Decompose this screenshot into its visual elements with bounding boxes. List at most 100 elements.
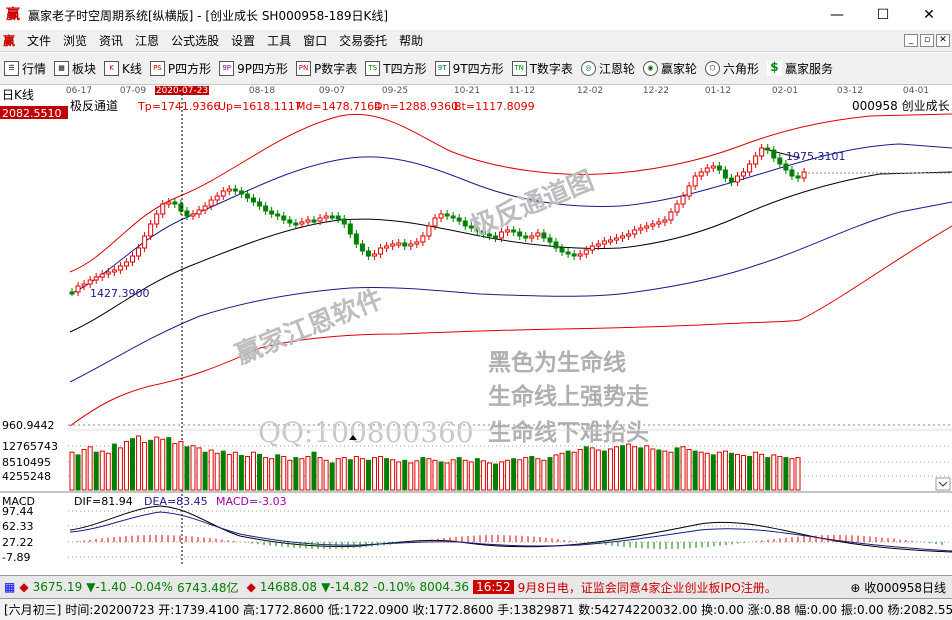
volume-bar — [698, 451, 704, 491]
9t-icon: 9T — [434, 61, 450, 76]
candle-body — [753, 155, 759, 165]
candle-body — [341, 218, 347, 225]
candle-body — [674, 203, 680, 213]
toolbar-9p-square-button[interactable]: 9P 9P四方形 — [215, 57, 292, 81]
news-ticker[interactable]: 9月8日电，证监会同意4家企业创业板IPO注册。 — [517, 580, 777, 595]
indicator-name: 极反通道 — [70, 99, 118, 113]
volume-bar — [275, 454, 281, 491]
volume-bar — [238, 454, 244, 491]
date-tick: 06-17 — [66, 86, 92, 96]
candlesticks — [69, 144, 807, 296]
close-button[interactable]: ✕ — [923, 7, 935, 23]
candle-body — [226, 188, 232, 192]
toolbar-blocks-button[interactable]: ▦ 板块 — [50, 57, 100, 81]
kline-chart-pane[interactable]: 06-17 07-09 2020-07-23 08-18 09-07 09-25 10-21… — [0, 86, 952, 574]
menu-help[interactable]: 帮助 — [399, 34, 424, 48]
menu-browse[interactable]: 浏览 — [63, 34, 88, 48]
candle-body — [462, 220, 468, 227]
volume-bar — [384, 458, 390, 491]
menu-formula[interactable]: 公式选股 — [171, 34, 220, 48]
candle-body — [795, 175, 801, 179]
toolbar-t-table-button[interactable]: TN T数字表 — [508, 57, 577, 81]
volume-bar — [686, 449, 692, 491]
volume-bar — [462, 459, 468, 491]
toolbar-kline-button[interactable]: K K线 — [100, 57, 146, 81]
candle-body — [281, 215, 287, 221]
9p-icon: 9P — [219, 61, 235, 76]
period-label: 日K线 — [2, 88, 34, 102]
mdi-close-button[interactable]: ✕ — [936, 34, 950, 47]
toolbar-service-button[interactable]: $ 赢家服务 — [763, 57, 837, 81]
volume-bar — [753, 451, 759, 491]
candle-body — [686, 185, 692, 197]
volume-bar — [626, 443, 632, 491]
menu-gann[interactable]: 江恩 — [135, 34, 160, 48]
indicator-up: Up=1618.1117 — [218, 100, 302, 113]
candle-body — [747, 163, 753, 173]
candle-body — [668, 211, 674, 221]
candle-body — [172, 201, 178, 205]
candle-body — [81, 283, 87, 287]
toolbar-p-table-button[interactable]: PN P数字表 — [292, 57, 361, 81]
date-tick: 07-09 — [120, 86, 146, 96]
mdi-restore-button[interactable]: ▫ — [920, 34, 934, 47]
candle-body — [614, 237, 619, 241]
candle-body — [601, 240, 607, 245]
menu-tools[interactable]: 工具 — [267, 34, 292, 48]
date-tick: 03-12 — [837, 86, 863, 96]
volume-bar — [589, 447, 595, 491]
volume-bar — [390, 459, 396, 491]
menu-trade[interactable]: 交易委托 — [339, 34, 388, 48]
toolbar-hexagon-button[interactable]: ⬡ 六角形 — [701, 57, 763, 81]
candle-body — [123, 261, 129, 267]
minimize-button[interactable]: — — [830, 7, 844, 23]
volume-bar — [607, 448, 613, 491]
candle-body — [571, 253, 577, 257]
bar-info-status: [六月初三] 时间:20200723 开:1739.4100 高:1772.86… — [0, 598, 952, 620]
toolbar-winner-wheel-button[interactable]: ◉ 赢家轮 — [639, 57, 701, 81]
mdi-minimize-button[interactable]: _ — [904, 34, 918, 47]
volume-bar — [789, 458, 795, 491]
list-icon: ☰ — [4, 61, 19, 76]
menu-file[interactable]: 文件 — [27, 34, 52, 48]
toolbar-t-square-button[interactable]: TS T四方形 — [361, 57, 430, 81]
candle-body — [335, 215, 341, 220]
scroll-down-button[interactable] — [935, 477, 951, 491]
volume-bar — [722, 450, 728, 491]
dn-channel-line — [69, 201, 952, 383]
candle-body — [716, 165, 722, 171]
toolbar-p-square-button[interactable]: PS P四方形 — [146, 57, 215, 81]
toolbar-quotes-button[interactable]: ☰ 行情 — [0, 57, 50, 81]
candle-body — [251, 197, 256, 203]
volume-bar — [408, 462, 414, 491]
menu-window[interactable]: 窗口 — [303, 34, 328, 48]
toolbar-label: 江恩轮 — [598, 62, 635, 76]
volume-bar — [638, 447, 644, 491]
toolbar-gann-wheel-button[interactable]: ◎ 江恩轮 — [577, 57, 639, 81]
candle-body — [505, 229, 511, 233]
volume-bar — [257, 453, 263, 491]
title-bar: 赢 赢家老子时空周期系统[纵横版] - [创业成长 SH000958-189日K… — [0, 0, 952, 30]
sh-index-icon[interactable]: ▦ — [4, 580, 16, 594]
kline-chart-svg[interactable]: 06-17 07-09 2020-07-23 08-18 09-07 09-25 10-21… — [0, 86, 952, 574]
maximize-button[interactable]: ☐ — [876, 7, 890, 23]
toolbar-label: T数字表 — [529, 62, 573, 76]
menu-settings[interactable]: 设置 — [231, 34, 256, 48]
volume-bar — [305, 456, 311, 491]
candle-body — [493, 235, 498, 239]
macd-plot — [69, 505, 952, 553]
volume-bar — [160, 438, 166, 491]
volume-bar — [251, 451, 256, 491]
up-arrow-icon[interactable] — [349, 435, 357, 440]
volume-bar — [444, 462, 450, 491]
candle-body — [486, 233, 492, 237]
dea-line — [69, 511, 952, 552]
candle-body — [202, 205, 208, 211]
candle-body — [305, 219, 311, 223]
toolbar-9t-square-button[interactable]: 9T 9T四方形 — [431, 57, 508, 81]
macd-tick-4: -7.89 — [2, 551, 30, 564]
volume-bar — [535, 458, 541, 491]
candle-body — [789, 169, 795, 177]
menu-info[interactable]: 资讯 — [99, 34, 124, 48]
